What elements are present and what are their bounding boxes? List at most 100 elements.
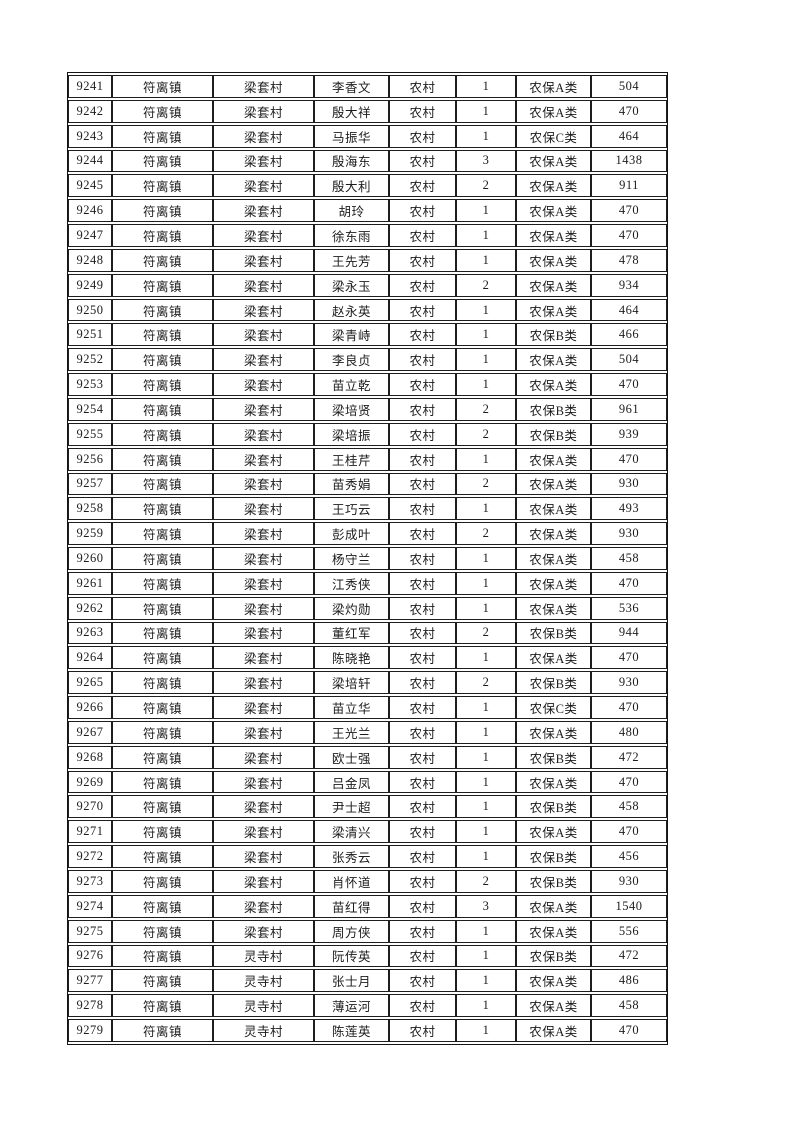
- cell-serial_no: 9255: [68, 422, 112, 446]
- cell-insurance_type: 农保B类: [516, 422, 591, 446]
- cell-amount: 504: [591, 348, 667, 372]
- cell-category: 农村: [389, 646, 456, 670]
- cell-town: 符离镇: [112, 671, 213, 695]
- cell-amount: 470: [591, 1019, 667, 1042]
- cell-name: 苗红得: [314, 894, 389, 918]
- cell-category: 农村: [389, 298, 456, 322]
- cell-count: 2: [456, 522, 516, 546]
- cell-village: 梁套村: [213, 919, 314, 943]
- cell-amount: 930: [591, 870, 667, 893]
- cell-serial_no: 9264: [68, 646, 112, 670]
- cell-name: 彭成叶: [314, 522, 389, 546]
- cell-insurance_type: 农保A类: [516, 770, 591, 794]
- cell-serial_no: 9245: [68, 174, 112, 198]
- cell-amount: 470: [591, 199, 667, 223]
- cell-town: 符离镇: [112, 646, 213, 670]
- cell-category: 农村: [389, 174, 456, 198]
- cell-category: 农村: [389, 571, 456, 595]
- cell-count: 1: [456, 571, 516, 595]
- cell-village: 梁套村: [213, 497, 314, 521]
- cell-village: 灵寺村: [213, 994, 314, 1018]
- cell-village: 梁套村: [213, 621, 314, 645]
- cell-insurance_type: 农保A类: [516, 373, 591, 396]
- table-row: 9244 符离镇 梁套村 殷海东 农村 3 农保A类 1438: [68, 149, 667, 173]
- cell-amount: 939: [591, 422, 667, 446]
- cell-category: 农村: [389, 795, 456, 819]
- cell-town: 符离镇: [112, 795, 213, 819]
- cell-category: 农村: [389, 845, 456, 868]
- cell-category: 农村: [389, 348, 456, 372]
- cell-serial_no: 9266: [68, 696, 112, 719]
- cell-name: 苗立乾: [314, 373, 389, 396]
- cell-amount: 480: [591, 720, 667, 744]
- cell-serial_no: 9241: [68, 75, 112, 98]
- cell-name: 梁培振: [314, 422, 389, 446]
- cell-town: 符离镇: [112, 696, 213, 719]
- cell-count: 1: [456, 348, 516, 372]
- cell-category: 农村: [389, 745, 456, 769]
- cell-serial_no: 9246: [68, 199, 112, 223]
- cell-village: 梁套村: [213, 745, 314, 769]
- cell-insurance_type: 农保B类: [516, 671, 591, 695]
- cell-amount: 556: [591, 919, 667, 943]
- cell-amount: 470: [591, 770, 667, 794]
- cell-name: 陈莲英: [314, 1019, 389, 1042]
- cell-category: 农村: [389, 820, 456, 844]
- cell-serial_no: 9268: [68, 745, 112, 769]
- cell-serial_no: 9274: [68, 894, 112, 918]
- cell-village: 梁套村: [213, 149, 314, 173]
- cell-serial_no: 9251: [68, 323, 112, 347]
- cell-village: 梁套村: [213, 124, 314, 148]
- cell-serial_no: 9277: [68, 969, 112, 993]
- cell-insurance_type: 农保A类: [516, 1019, 591, 1042]
- cell-name: 殷大祥: [314, 99, 389, 123]
- cell-village: 梁套村: [213, 770, 314, 794]
- cell-insurance_type: 农保A类: [516, 522, 591, 546]
- cell-serial_no: 9250: [68, 298, 112, 322]
- cell-amount: 458: [591, 547, 667, 570]
- table-row: 9257 符离镇 梁套村 苗秀娟 农村 2 农保A类 930: [68, 472, 667, 496]
- cell-village: 梁套村: [213, 596, 314, 620]
- cell-category: 农村: [389, 497, 456, 521]
- cell-insurance_type: 农保A类: [516, 919, 591, 943]
- table-row: 9252 符离镇 梁套村 李良贞 农村 1 农保A类 504: [68, 348, 667, 372]
- cell-village: 梁套村: [213, 422, 314, 446]
- cell-village: 灵寺村: [213, 1019, 314, 1042]
- cell-town: 符离镇: [112, 248, 213, 272]
- cell-name: 胡玲: [314, 199, 389, 223]
- cell-amount: 470: [591, 820, 667, 844]
- cell-insurance_type: 农保C类: [516, 696, 591, 719]
- cell-count: 1: [456, 944, 516, 968]
- cell-village: 梁套村: [213, 323, 314, 347]
- cell-village: 梁套村: [213, 99, 314, 123]
- cell-serial_no: 9242: [68, 99, 112, 123]
- cell-village: 梁套村: [213, 174, 314, 198]
- table-row: 9242 符离镇 梁套村 殷大祥 农村 1 农保A类 470: [68, 99, 667, 123]
- cell-count: 1: [456, 919, 516, 943]
- cell-amount: 930: [591, 671, 667, 695]
- cell-category: 农村: [389, 323, 456, 347]
- cell-town: 符离镇: [112, 199, 213, 223]
- cell-category: 农村: [389, 720, 456, 744]
- table-row: 9260 符离镇 梁套村 杨守兰 农村 1 农保A类 458: [68, 547, 667, 570]
- cell-count: 1: [456, 720, 516, 744]
- cell-insurance_type: 农保B类: [516, 845, 591, 868]
- cell-village: 灵寺村: [213, 969, 314, 993]
- cell-count: 3: [456, 149, 516, 173]
- cell-serial_no: 9262: [68, 596, 112, 620]
- cell-count: 1: [456, 75, 516, 98]
- cell-town: 符离镇: [112, 547, 213, 570]
- cell-amount: 464: [591, 298, 667, 322]
- cell-serial_no: 9261: [68, 571, 112, 595]
- cell-village: 梁套村: [213, 373, 314, 396]
- cell-amount: 470: [591, 373, 667, 396]
- cell-village: 梁套村: [213, 75, 314, 98]
- cell-town: 符离镇: [112, 894, 213, 918]
- cell-count: 1: [456, 248, 516, 272]
- cell-count: 2: [456, 870, 516, 893]
- table-row: 9253 符离镇 梁套村 苗立乾 农村 1 农保A类 470: [68, 373, 667, 396]
- cell-serial_no: 9275: [68, 919, 112, 943]
- table-row: 9279 符离镇 灵寺村 陈莲英 农村 1 农保A类 470: [68, 1019, 667, 1042]
- cell-town: 符离镇: [112, 845, 213, 868]
- cell-count: 1: [456, 820, 516, 844]
